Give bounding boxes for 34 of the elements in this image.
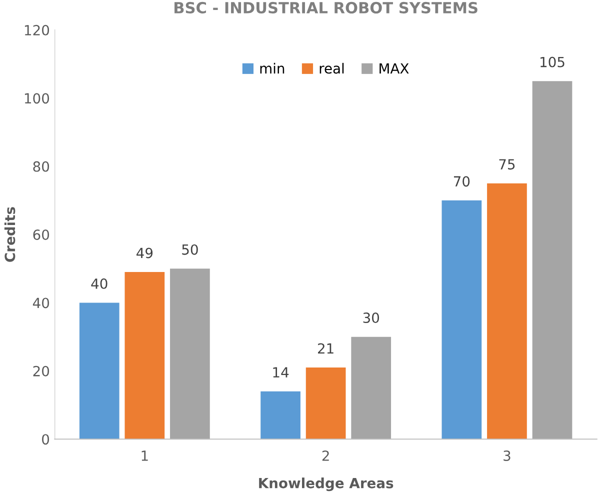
- data-label: 49: [136, 248, 153, 258]
- data-label: 21: [318, 343, 334, 354]
- y-tick-label: 0: [42, 434, 50, 445]
- y-tick-label: 60: [33, 230, 50, 240]
- bar: [260, 391, 300, 440]
- x-axis-title: Knowledge Areas: [259, 478, 394, 492]
- chart-title: BSC - INDUSTRIAL ROBOT SYSTEMS: [174, 2, 478, 14]
- data-label: 40: [91, 278, 108, 289]
- x-tick-label: 3: [504, 450, 510, 461]
- x-tick-label: 1: [142, 450, 148, 461]
- bar: [79, 302, 120, 440]
- data-label: 105: [540, 56, 564, 68]
- y-tick-label: 80: [33, 161, 50, 172]
- legend-label: real: [320, 62, 344, 74]
- bar: [306, 368, 346, 440]
- bar: [124, 272, 165, 440]
- y-tick-label: 20: [33, 366, 50, 376]
- y-tick-label: 120: [24, 24, 50, 36]
- bar: [487, 183, 527, 440]
- y-tick-label: 100: [24, 93, 50, 104]
- bar: [442, 200, 482, 440]
- data-label: 50: [182, 244, 198, 255]
- data-label: 30: [363, 312, 380, 324]
- data-label: 75: [499, 159, 515, 170]
- bar: [170, 268, 210, 440]
- data-label: 70: [454, 176, 470, 187]
- data-label: 14: [273, 367, 289, 378]
- x-tick-label: 2: [322, 450, 329, 461]
- legend-label: MAX: [380, 63, 409, 74]
- bar: [532, 81, 572, 440]
- legend-label: min: [260, 62, 284, 74]
- bar: [351, 336, 392, 440]
- y-tick-label: 40: [32, 298, 50, 308]
- y-axis-title: Credits: [4, 207, 16, 262]
